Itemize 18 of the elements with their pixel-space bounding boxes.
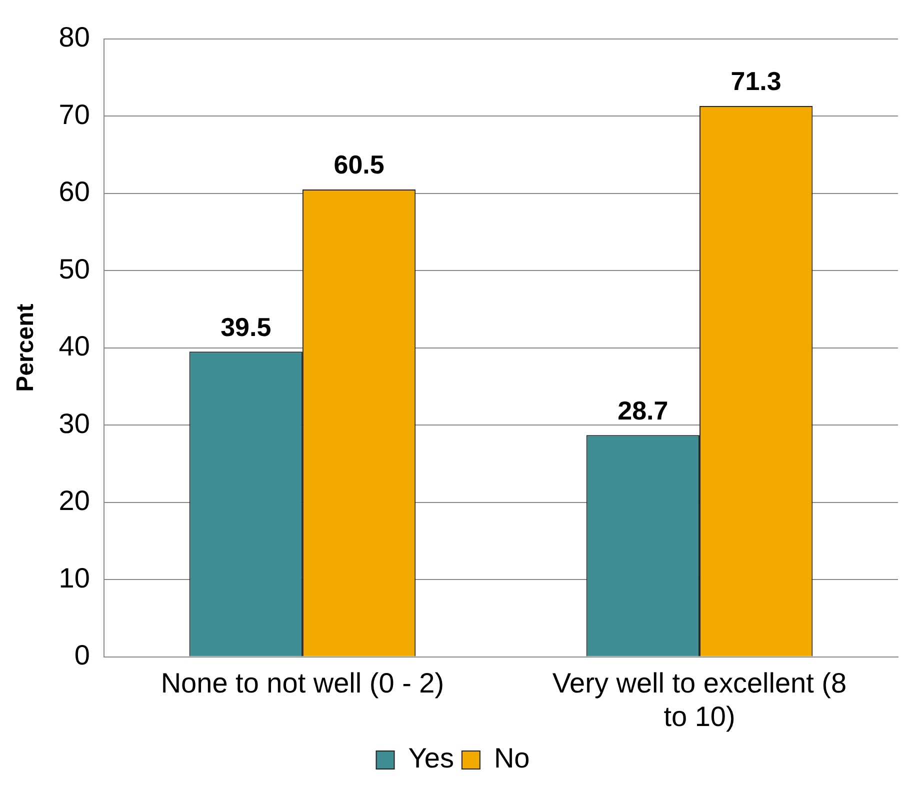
legend-label: No — [494, 742, 530, 774]
y-tick-label: 30 — [58, 408, 90, 439]
x-tick-label: Very well to excellent (8 to 10) — [552, 667, 847, 732]
y-tick-label: 0 — [74, 640, 90, 671]
y-tick-label: 80 — [58, 22, 90, 53]
y-tick-label: 70 — [58, 98, 90, 130]
data-label: 71.3 — [730, 66, 782, 96]
y-tick-label: 20 — [58, 485, 90, 516]
y-tick-label: 10 — [58, 562, 90, 594]
data-label: 60.5 — [334, 150, 384, 180]
legend-label: Yes — [408, 742, 454, 774]
x-tick-label: None to not well (0 - 2) — [160, 667, 444, 698]
y-axis-title: Percent — [12, 304, 40, 392]
y-tick-label: 50 — [58, 253, 90, 284]
data-label: 39.5 — [220, 312, 272, 342]
y-tick-label: 60 — [58, 176, 90, 208]
data-label: 28.7 — [618, 395, 668, 426]
y-tick-label: 40 — [58, 330, 90, 362]
